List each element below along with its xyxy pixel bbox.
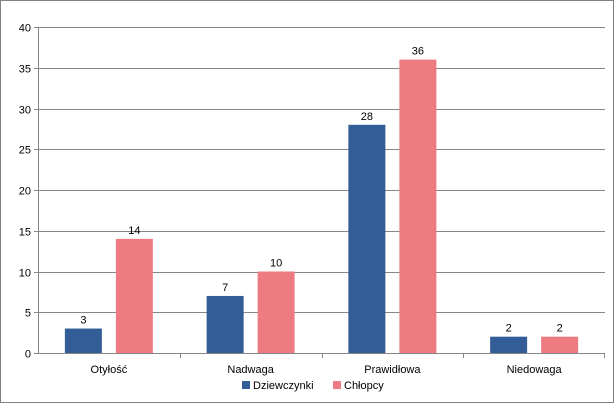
y-tick-label: 40 [19, 23, 31, 35]
data-label: 36 [412, 46, 424, 58]
bar-dziewczynki [490, 336, 528, 353]
bars [64, 59, 579, 353]
data-label: 3 [80, 315, 86, 327]
legend-swatch [242, 381, 250, 389]
y-tick-label: 35 [19, 64, 31, 76]
bar-dziewczynki [64, 328, 102, 353]
y-tick-label: 25 [19, 145, 31, 157]
y-axis: 0 5 10 15 20 25 30 35 40 [19, 23, 39, 361]
x-axis: Otyłość Nadwaga Prawidłowa Niedowaga [38, 353, 605, 376]
data-label: 14 [128, 225, 140, 237]
y-tick-label: 10 [19, 268, 31, 280]
bar-dziewczynki [348, 124, 386, 353]
bar-ch-opcy [257, 271, 295, 353]
data-label: 28 [361, 111, 373, 123]
data-label: 10 [270, 258, 282, 270]
data-label: 7 [222, 282, 228, 294]
y-tick-label: 30 [19, 105, 31, 117]
y-tick-label: 5 [25, 308, 31, 320]
bar-ch-opcy [399, 59, 437, 353]
y-tick-label: 20 [19, 186, 31, 198]
y-tick-label: 15 [19, 227, 31, 239]
data-label: 2 [506, 323, 512, 335]
legend-label: Dziewczynki [253, 380, 314, 392]
bar-dziewczynki [206, 295, 244, 353]
x-tick-label: Niedowaga [507, 364, 563, 376]
legend: Dziewczynki Chłopcy [242, 380, 384, 392]
data-labels: 3 14 7 10 28 36 2 2 [80, 46, 562, 335]
bar-ch-opcy [115, 238, 153, 353]
x-tick-label: Nadwaga [227, 364, 274, 376]
legend-swatch [333, 381, 341, 389]
bar-ch-opcy [541, 336, 579, 353]
x-tick-label: Otyłość [91, 364, 128, 376]
legend-label: Chłopcy [344, 380, 384, 392]
x-tick-label: Prawidłowa [364, 364, 421, 376]
y-tick-label: 0 [25, 349, 31, 361]
data-label: 2 [557, 323, 563, 335]
